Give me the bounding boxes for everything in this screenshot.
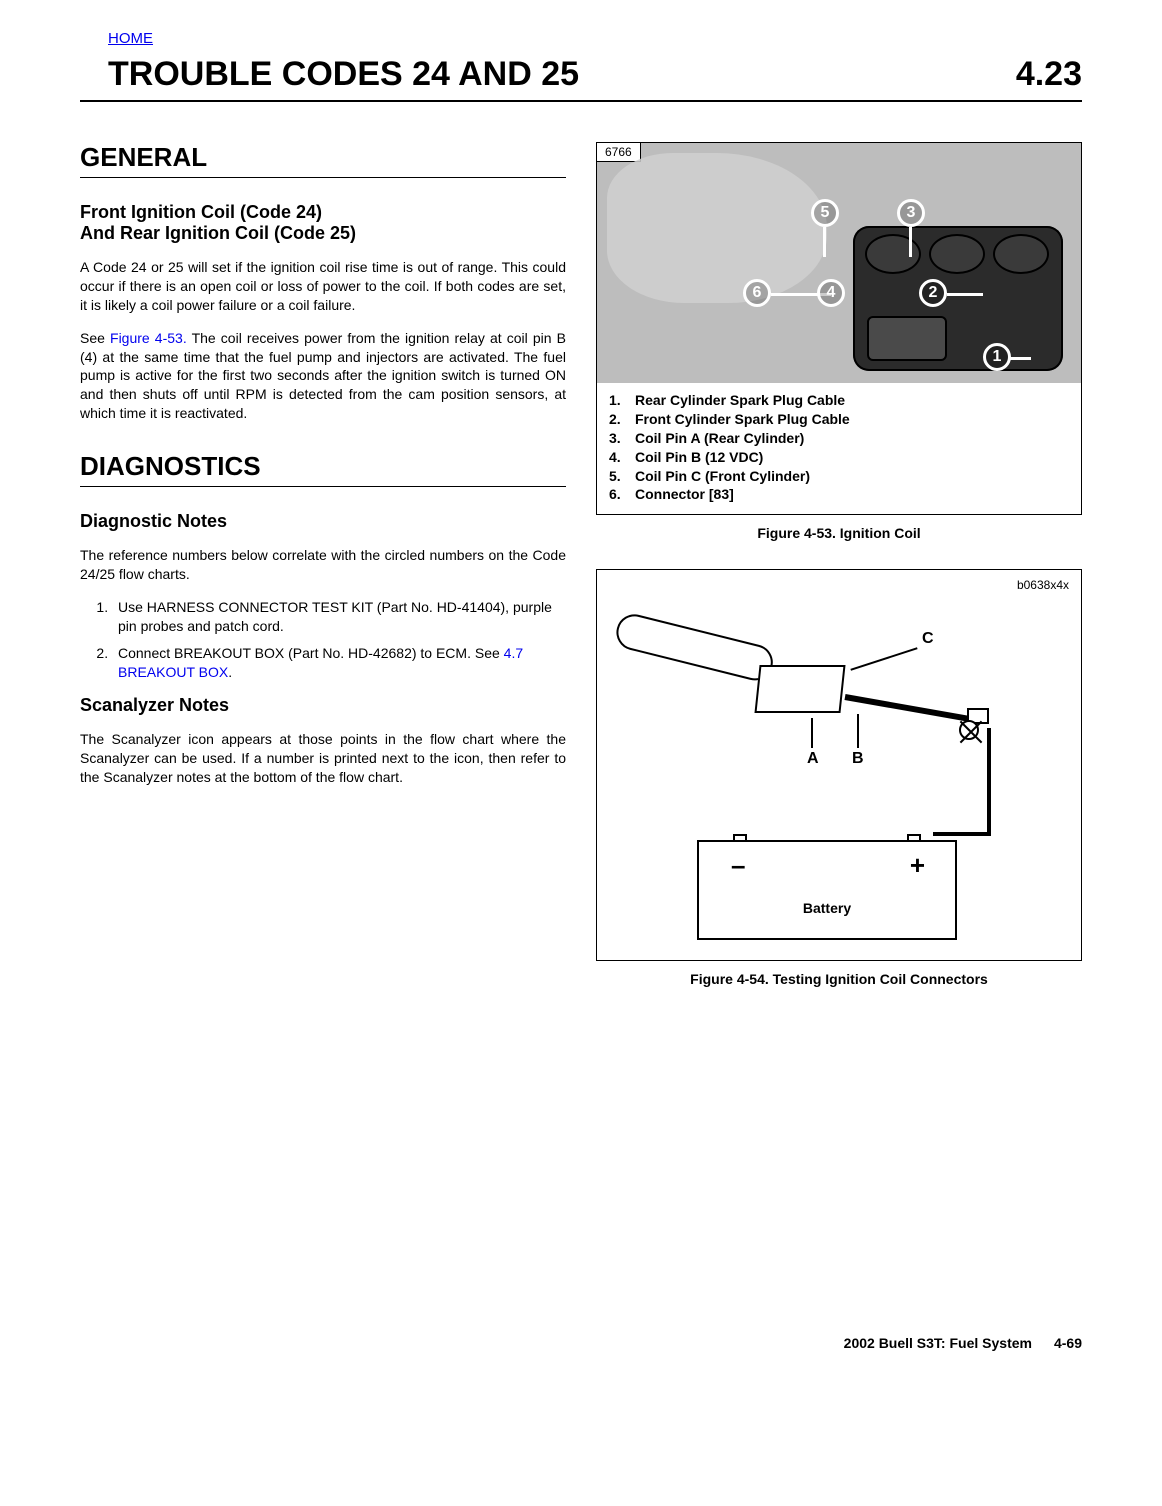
section-number: 4.23 bbox=[1016, 55, 1082, 94]
callout-4: 4 bbox=[817, 279, 845, 307]
coil-subheading-l2: And Rear Ignition Coil (Code 25) bbox=[80, 223, 356, 243]
footer-page: 4-69 bbox=[1054, 1335, 1082, 1351]
coil-terminal bbox=[993, 234, 1049, 274]
diag-notes-intro: The reference numbers below correlate wi… bbox=[80, 546, 566, 584]
li2-post: . bbox=[228, 664, 232, 680]
wire-segment bbox=[987, 728, 991, 836]
legend-row: 3.Coil Pin A (Rear Cylinder) bbox=[609, 429, 1069, 448]
diag-notes-list: Use HARNESS CONNECTOR TEST KIT (Part No.… bbox=[80, 598, 566, 682]
page-title: TROUBLE CODES 24 AND 25 bbox=[108, 55, 579, 94]
legend-row: 5.Coil Pin C (Front Cylinder) bbox=[609, 467, 1069, 486]
figure-53-legend: 1.Rear Cylinder Spark Plug Cable 2.Front… bbox=[597, 383, 1081, 514]
battery-box: – + Battery bbox=[697, 840, 957, 940]
hand-shape bbox=[607, 153, 827, 303]
legend-text: Front Cylinder Spark Plug Cable bbox=[635, 410, 850, 429]
legend-num: 4. bbox=[609, 448, 635, 467]
photo-tag: 6766 bbox=[597, 143, 641, 162]
li2-pre: Connect BREAKOUT BOX (Part No. HD-42682)… bbox=[118, 645, 504, 661]
legend-row: 6.Connector [83] bbox=[609, 485, 1069, 504]
coil-subheading: Front Ignition Coil (Code 24) And Rear I… bbox=[80, 202, 566, 244]
legend-num: 3. bbox=[609, 429, 635, 448]
general-para-1: A Code 24 or 25 will set if the ignition… bbox=[80, 258, 566, 315]
legend-row: 4.Coil Pin B (12 VDC) bbox=[609, 448, 1069, 467]
legend-row: 1.Rear Cylinder Spark Plug Cable bbox=[609, 391, 1069, 410]
figure-54-caption: Figure 4-54. Testing Ignition Coil Conne… bbox=[596, 971, 1082, 987]
scan-para: The Scanalyzer icon appears at those poi… bbox=[80, 730, 566, 787]
figure-53-box: 6766 5 3 6 4 2 1 bbox=[596, 142, 1082, 515]
coil-subheading-l1: Front Ignition Coil (Code 24) bbox=[80, 202, 322, 222]
coil-connector bbox=[867, 316, 947, 361]
diagram-tag: b0638x4x bbox=[1017, 578, 1069, 592]
connector-shell bbox=[754, 665, 845, 713]
legend-text: Coil Pin C (Front Cylinder) bbox=[635, 467, 810, 486]
legend-num: 5. bbox=[609, 467, 635, 486]
battery-pos-sign: + bbox=[910, 850, 925, 881]
footer-title: 2002 Buell S3T: Fuel System bbox=[844, 1335, 1032, 1351]
battery-label: Battery bbox=[699, 900, 955, 916]
coil-terminal bbox=[929, 234, 985, 274]
diag-notes-heading: Diagnostic Notes bbox=[80, 511, 566, 532]
lead-line bbox=[1009, 357, 1031, 360]
lead-line bbox=[857, 714, 859, 748]
legend-num: 6. bbox=[609, 485, 635, 504]
scan-heading: Scanalyzer Notes bbox=[80, 695, 566, 716]
figure-53-photo: 6766 5 3 6 4 2 1 bbox=[597, 143, 1081, 383]
figure-54-box: b0638x4x C A B bbox=[596, 569, 1082, 961]
diagnostics-heading: DIAGNOSTICS bbox=[80, 451, 566, 482]
general-rule bbox=[80, 177, 566, 178]
figure-53-caption: Figure 4-53. Ignition Coil bbox=[596, 525, 1082, 541]
battery-neg-sign: – bbox=[731, 850, 745, 881]
battery-terminal-pos bbox=[907, 834, 921, 842]
diagnostics-rule bbox=[80, 486, 566, 487]
home-link[interactable]: HOME bbox=[108, 30, 1082, 47]
coil-terminal bbox=[865, 234, 921, 274]
callout-2: 2 bbox=[919, 279, 947, 307]
general-para-2: See Figure 4-53. The coil receives power… bbox=[80, 329, 566, 423]
figure-link[interactable]: Figure 4-53. bbox=[110, 330, 187, 346]
general-heading: GENERAL bbox=[80, 142, 566, 173]
lead-line bbox=[811, 718, 813, 748]
list-item: Connect BREAKOUT BOX (Part No. HD-42682)… bbox=[112, 644, 566, 682]
legend-num: 2. bbox=[609, 410, 635, 429]
page-footer: 2002 Buell S3T: Fuel System 4-69 bbox=[80, 1335, 1082, 1351]
probe-body bbox=[844, 694, 973, 722]
cable-shape bbox=[613, 611, 777, 685]
legend-num: 1. bbox=[609, 391, 635, 410]
wire-segment bbox=[933, 832, 991, 836]
lead-line bbox=[947, 293, 983, 296]
coil-block bbox=[853, 226, 1063, 371]
callout-5: 5 bbox=[811, 199, 839, 227]
list-item: Use HARNESS CONNECTOR TEST KIT (Part No.… bbox=[112, 598, 566, 636]
legend-text: Connector [83] bbox=[635, 485, 734, 504]
bulb-icon bbox=[959, 720, 979, 740]
callout-3: 3 bbox=[897, 199, 925, 227]
lead-line bbox=[909, 227, 912, 257]
legend-text: Coil Pin A (Rear Cylinder) bbox=[635, 429, 804, 448]
pin-b-label: B bbox=[852, 750, 864, 768]
callout-6: 6 bbox=[743, 279, 771, 307]
lead-line bbox=[823, 227, 826, 257]
callout-1: 1 bbox=[983, 343, 1011, 371]
legend-row: 2.Front Cylinder Spark Plug Cable bbox=[609, 410, 1069, 429]
pin-a-label: A bbox=[807, 750, 819, 768]
legend-text: Coil Pin B (12 VDC) bbox=[635, 448, 763, 467]
legend-text: Rear Cylinder Spark Plug Cable bbox=[635, 391, 845, 410]
title-rule bbox=[80, 100, 1082, 102]
pin-c-label: C bbox=[922, 630, 934, 648]
lead-line bbox=[850, 648, 917, 672]
para2-pre: See bbox=[80, 330, 110, 346]
figure-54-diagram: b0638x4x C A B bbox=[597, 570, 1081, 960]
battery-terminal-neg bbox=[733, 834, 747, 842]
